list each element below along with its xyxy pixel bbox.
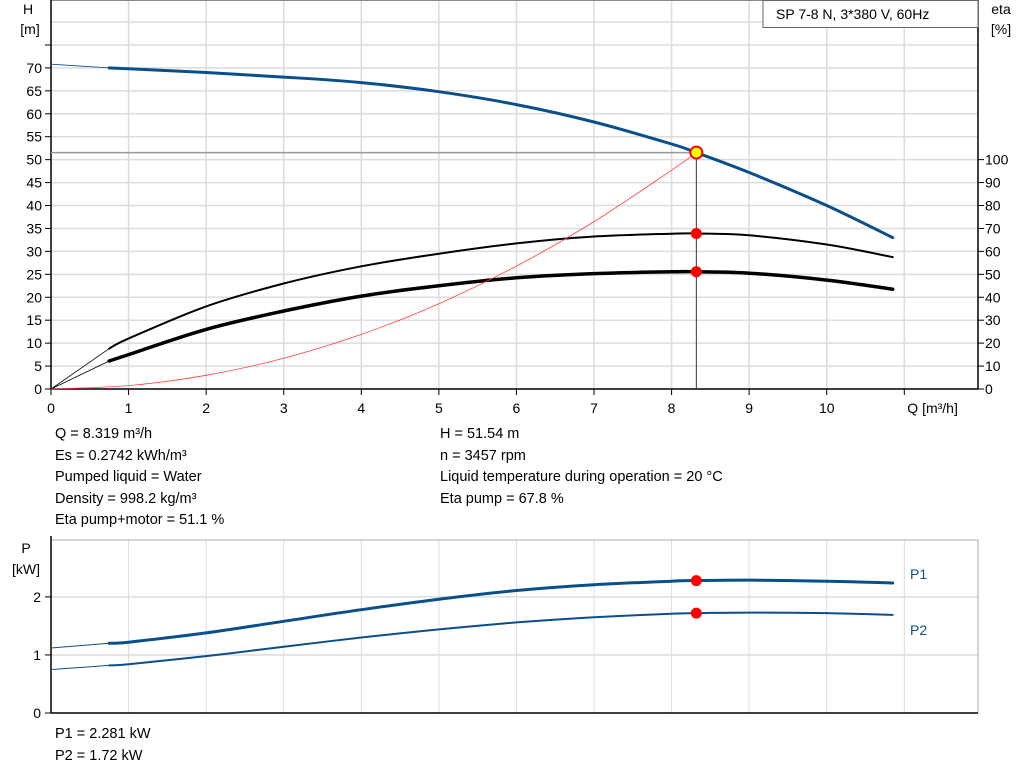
y2-tick-label: 40 (985, 289, 1001, 305)
y-tick-label: 2 (33, 589, 41, 605)
plot-frame (50, 539, 979, 714)
p1-duty-marker (690, 575, 702, 587)
y-tick-label: 15 (26, 312, 42, 328)
y2-tick-label: 70 (985, 220, 1001, 236)
y-tick-label: 70 (26, 60, 42, 76)
y-tick-label: 25 (26, 266, 42, 282)
x-tick-label: 7 (590, 400, 598, 416)
info-liquid-temperature: Liquid temperature during operation = 20… (440, 469, 723, 485)
y2-tick-label: 100 (985, 152, 1009, 168)
y2-tick-label: 90 (985, 175, 1001, 191)
y2-axis-unit: [%] (991, 21, 1011, 37)
x-tick-label: 9 (745, 400, 753, 416)
y-tick-label: 40 (26, 198, 42, 214)
info-speed: n = 3457 rpm (440, 447, 526, 464)
y-tick-label: 65 (26, 83, 42, 99)
y-axis-unit: [m] (20, 21, 39, 37)
chart-title: SP 7-8 N, 3*380 V, 60Hz (776, 6, 929, 22)
series-eta_pump_motor-extension (50, 360, 110, 390)
x-tick-label: 1 (125, 400, 133, 416)
series-P2 (108, 611, 894, 667)
info-p2: P2 = 1.72 kW (55, 747, 143, 764)
eta-pump-marker (690, 227, 702, 239)
x-axis-label: Q [m³/h] (907, 400, 958, 416)
y-tick-label: 0 (34, 381, 42, 397)
y2-axis-label: eta (991, 1, 1011, 17)
x-tick-label: 3 (280, 400, 288, 416)
series-eta_pump (108, 232, 894, 350)
series-eta_pump_motor (107, 269, 895, 363)
info-p1: P1 = 2.281 kW (55, 726, 151, 742)
y-tick-label: 30 (26, 243, 42, 259)
x-tick-label: 10 (819, 400, 835, 416)
y2-tick-label: 50 (985, 266, 1001, 282)
y-tick-label: 0 (33, 705, 41, 721)
info-flow: Q = 8.319 m³/h (55, 426, 153, 442)
x-tick-label: 4 (357, 400, 365, 416)
info-density: Density = 998.2 kg/m³ (55, 490, 197, 507)
series-system_curve (50, 152, 697, 390)
series-eta_pump-extension (50, 348, 110, 390)
y-axis-label: P (21, 540, 30, 556)
x-tick-label: 2 (202, 400, 210, 416)
y2-tick-label: 10 (985, 358, 1001, 374)
y-tick-label: 1 (33, 647, 41, 663)
y-tick-label: 5 (34, 358, 42, 374)
y-tick-label: 10 (26, 335, 42, 351)
series-P1-extension (50, 642, 110, 649)
info-pumped-liquid: Pumped liquid = Water (55, 469, 202, 485)
y-tick-label: 45 (26, 175, 42, 191)
plot-frame (50, 0, 979, 390)
eta-pump-motor-marker (690, 266, 702, 278)
legend-p1: P1 (910, 566, 927, 582)
y-tick-label: 60 (26, 106, 42, 122)
y2-tick-label: 60 (985, 243, 1001, 259)
y-tick-label: 50 (26, 152, 42, 168)
y2-tick-label: 0 (985, 381, 993, 397)
head-efficiency-plot: 0510152025303540455055606570010203040506… (20, 0, 1011, 416)
info-left: Q = 8.319 m³/h Es = 0.2742 kWh/m³ Pumped… (55, 424, 224, 532)
series-P1 (107, 578, 895, 645)
y2-tick-label: 80 (985, 198, 1001, 214)
info-power: P1 = 2.281 kW P2 = 1.72 kW (55, 724, 151, 767)
info-eta-pump: Eta pump = 67.8 % (440, 490, 564, 507)
info-head: H = 51.54 m (440, 426, 520, 442)
series-H-extension (50, 63, 110, 69)
x-tick-label: 5 (435, 400, 443, 416)
p2-duty-marker (690, 607, 702, 619)
y-axis-unit: [kW] (12, 561, 40, 577)
x-tick-label: 8 (668, 400, 676, 416)
y-tick-label: 20 (26, 289, 42, 305)
series-H (107, 66, 895, 240)
y-tick-label: 55 (26, 129, 42, 145)
y2-tick-label: 20 (985, 335, 1001, 351)
x-tick-label: 6 (513, 400, 521, 416)
y2-tick-label: 30 (985, 312, 1001, 328)
series-P2-extension (50, 664, 110, 670)
x-tick-label: 0 (47, 400, 55, 416)
duty-point-marker (689, 145, 704, 160)
info-eta-pump-motor: Eta pump+motor = 51.1 % (55, 512, 225, 528)
y-axis-label: H (23, 1, 33, 17)
y-tick-label: 35 (26, 220, 42, 236)
legend-p2: P2 (910, 622, 927, 638)
power-plot: 0 1 2 P [kW] P1 P2 (12, 536, 979, 721)
info-right: H = 51.54 m n = 3457 rpm Liquid temperat… (440, 424, 723, 510)
info-specific-energy: Es = 0.2742 kWh/m³ (55, 447, 187, 464)
title-box (762, 0, 979, 28)
